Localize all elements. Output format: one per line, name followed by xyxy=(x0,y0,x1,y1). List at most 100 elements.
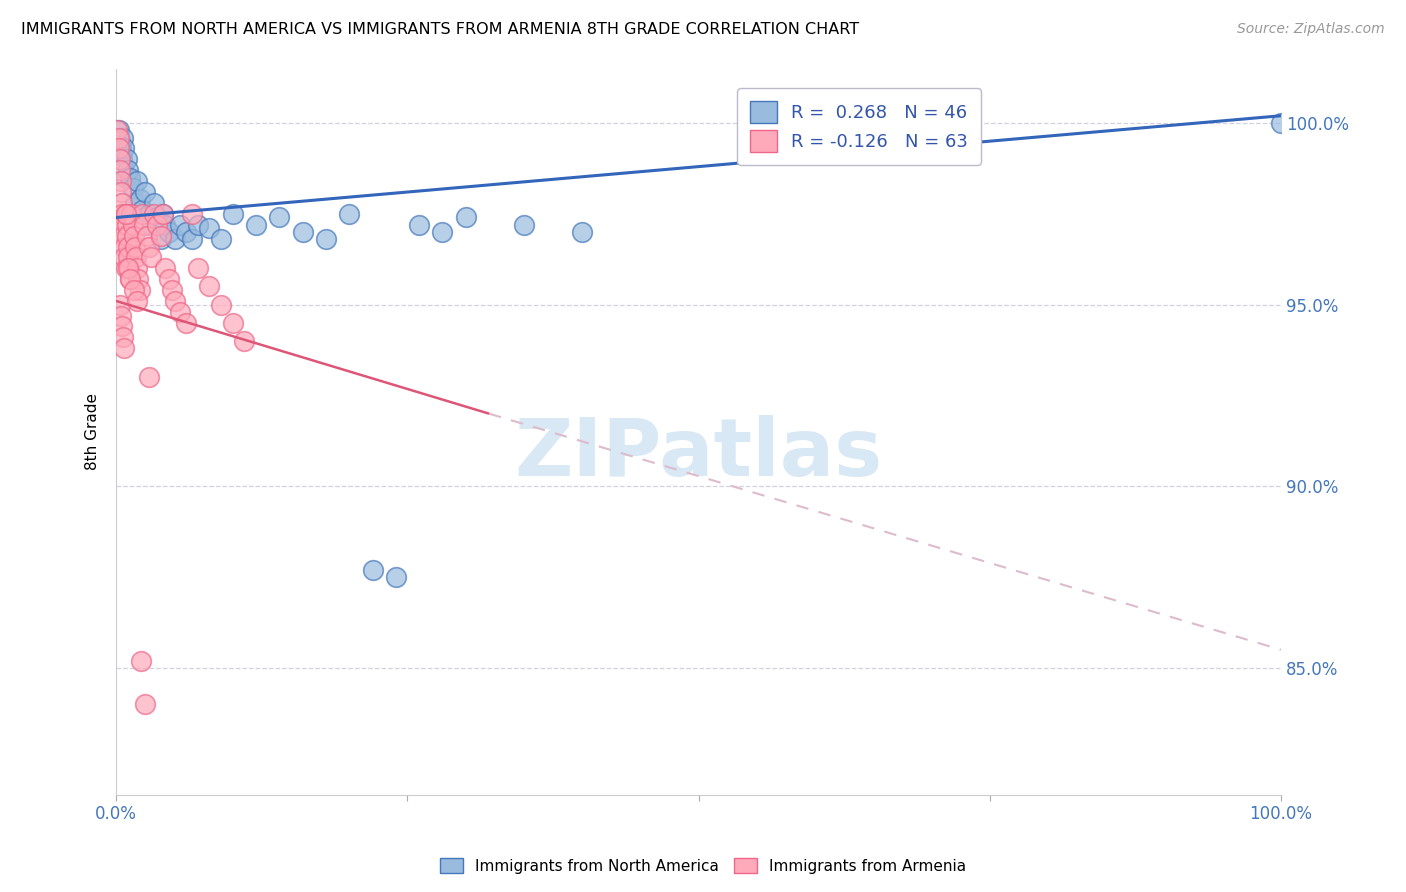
Point xyxy=(111,319,134,334)
Point xyxy=(121,181,143,195)
Point xyxy=(110,174,132,188)
Point xyxy=(124,239,146,253)
Point xyxy=(122,283,145,297)
Point xyxy=(245,218,267,232)
Point xyxy=(112,341,135,355)
Point xyxy=(128,283,150,297)
Point xyxy=(112,239,135,253)
Point xyxy=(114,170,136,185)
Point xyxy=(385,570,408,584)
Point xyxy=(135,228,157,243)
Point xyxy=(120,170,142,185)
Legend: Immigrants from North America, Immigrants from Armenia: Immigrants from North America, Immigrant… xyxy=(433,852,973,880)
Point xyxy=(146,211,169,225)
Point xyxy=(291,225,314,239)
Point xyxy=(117,163,139,178)
Point xyxy=(118,261,141,276)
Point xyxy=(571,225,593,239)
Point xyxy=(110,309,132,323)
Point xyxy=(112,130,135,145)
Point xyxy=(513,218,536,232)
Point xyxy=(152,207,174,221)
Point xyxy=(157,225,180,239)
Point xyxy=(153,261,176,276)
Point xyxy=(131,207,153,221)
Point xyxy=(181,207,204,221)
Point xyxy=(233,334,256,348)
Point xyxy=(169,305,191,319)
Point xyxy=(315,232,337,246)
Point xyxy=(169,218,191,232)
Point xyxy=(209,298,232,312)
Point xyxy=(108,163,131,178)
Point xyxy=(127,174,149,188)
Point xyxy=(117,251,139,265)
Point xyxy=(120,207,142,221)
Point xyxy=(138,370,160,384)
Point xyxy=(117,239,139,253)
Point xyxy=(142,196,165,211)
Point xyxy=(131,203,153,218)
Point xyxy=(408,218,430,232)
Point xyxy=(157,272,180,286)
Point xyxy=(125,251,148,265)
Point xyxy=(138,207,160,221)
Point xyxy=(174,225,197,239)
Point xyxy=(152,207,174,221)
Point xyxy=(114,207,136,221)
Point xyxy=(134,218,156,232)
Point xyxy=(187,218,209,232)
Point xyxy=(108,153,131,167)
Point xyxy=(108,298,131,312)
Point xyxy=(187,261,209,276)
Point xyxy=(110,141,132,155)
Point xyxy=(141,218,163,232)
Text: ZIPatlas: ZIPatlas xyxy=(515,415,883,492)
Point xyxy=(432,225,454,239)
Point xyxy=(111,207,134,221)
Point xyxy=(337,207,360,221)
Point xyxy=(124,196,146,211)
Point xyxy=(209,232,232,246)
Point xyxy=(112,160,135,174)
Point xyxy=(111,153,134,167)
Point xyxy=(127,293,149,308)
Point xyxy=(163,232,186,246)
Point xyxy=(149,232,172,246)
Point xyxy=(112,228,135,243)
Point xyxy=(198,279,221,293)
Point xyxy=(115,153,138,167)
Text: Source: ZipAtlas.com: Source: ZipAtlas.com xyxy=(1237,22,1385,37)
Point xyxy=(120,272,142,286)
Point xyxy=(153,218,176,232)
Point xyxy=(111,196,134,211)
Point xyxy=(174,316,197,330)
Y-axis label: 8th Grade: 8th Grade xyxy=(86,393,100,470)
Point xyxy=(222,316,245,330)
Point xyxy=(107,130,129,145)
Point xyxy=(115,228,138,243)
Point xyxy=(361,563,384,577)
Point xyxy=(112,251,135,265)
Point xyxy=(222,207,245,221)
Point xyxy=(127,261,149,276)
Point xyxy=(163,293,186,308)
Point xyxy=(134,698,156,712)
Point xyxy=(1270,116,1292,130)
Point xyxy=(141,251,163,265)
Point xyxy=(114,207,136,221)
Point xyxy=(454,211,477,225)
Point xyxy=(142,207,165,221)
Point xyxy=(112,218,135,232)
Point xyxy=(110,185,132,199)
Point xyxy=(181,232,204,246)
Point xyxy=(160,283,183,297)
Point xyxy=(134,185,156,199)
Point xyxy=(149,228,172,243)
Point xyxy=(117,261,139,276)
Point xyxy=(107,141,129,155)
Point xyxy=(127,272,149,286)
Point xyxy=(122,228,145,243)
Point xyxy=(269,211,291,225)
Legend: R =  0.268   N = 46, R = -0.126   N = 63: R = 0.268 N = 46, R = -0.126 N = 63 xyxy=(737,88,981,165)
